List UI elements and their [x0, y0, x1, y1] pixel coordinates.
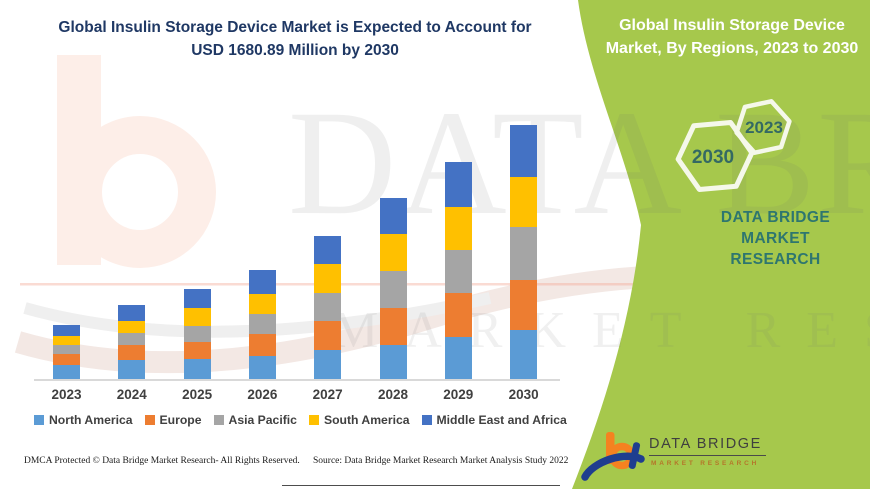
bar-segment-south-america	[118, 321, 146, 334]
bar-segment-asia-pacific	[53, 345, 80, 354]
bar-segment-north-america	[248, 356, 276, 379]
stacked-bar-2029	[444, 162, 472, 379]
x-axis-label: 2029	[443, 387, 474, 402]
bar-segment-south-america	[248, 294, 276, 314]
stacked-bar-2028	[379, 198, 407, 379]
x-axis-label: 2026	[247, 387, 278, 402]
legend-swatch	[213, 415, 224, 425]
bar-segment-europe	[510, 279, 538, 330]
right-panel-title: Global Insulin Storage Device Market, By…	[600, 14, 864, 60]
bar-segment-middle-east-and-africa	[53, 325, 80, 336]
x-axis-label: 2025	[182, 387, 213, 402]
bar-segment-south-america	[444, 207, 472, 250]
right-panel-title-line2: Market, By Regions, 2023 to 2030	[605, 40, 859, 58]
bar-segment-asia-pacific	[379, 271, 407, 308]
legend-item: Middle East and Africa	[421, 413, 567, 427]
legend-label: North America	[49, 413, 133, 427]
legend-label: Middle East and Africa	[436, 413, 567, 427]
bar-segment-middle-east-and-africa	[314, 236, 342, 265]
stacked-bar-2026	[248, 270, 276, 379]
footer-dmca-text: DMCA Protected © Data Bridge Market Rese…	[24, 456, 300, 466]
x-axis-label: 2027	[312, 387, 343, 402]
legend-label: Europe	[159, 413, 202, 427]
stacked-bar-2023	[53, 325, 80, 379]
bar-segment-asia-pacific	[248, 314, 276, 334]
brand-name-line2: RESEARCH	[730, 250, 821, 268]
bar-segment-north-america	[444, 337, 472, 379]
legend-swatch	[34, 415, 44, 425]
bar-segment-europe	[444, 293, 472, 337]
stacked-bar-2027	[314, 236, 342, 379]
bar-segment-north-america	[379, 345, 407, 379]
bar-segment-middle-east-and-africa	[379, 198, 407, 234]
bar-segment-north-america	[510, 329, 538, 379]
bar-segment-europe	[183, 342, 211, 359]
x-axis-line	[34, 379, 560, 381]
bar-segment-north-america	[183, 358, 211, 379]
stacked-bar-2025	[183, 289, 211, 379]
bar-segment-north-america	[118, 360, 146, 379]
x-axis-label: 2028	[377, 387, 409, 402]
chart-title: Global Insulin Storage Device Market is …	[30, 16, 560, 63]
bar-segment-europe	[379, 308, 407, 345]
right-panel-title-line1: Global Insulin Storage Device	[619, 17, 845, 34]
bar-segment-europe	[118, 345, 146, 360]
bar-segment-europe	[53, 354, 80, 365]
bar-segment-south-america	[379, 234, 407, 271]
footer-source-text: Source: Data Bridge Market Research Mark…	[313, 456, 569, 466]
bar-segment-europe	[314, 321, 342, 350]
chart-title-line1: Global Insulin Storage Device Market is …	[58, 19, 532, 36]
bottom-rule	[282, 485, 560, 486]
bar-segment-europe	[248, 334, 276, 356]
bar-segment-south-america	[183, 308, 211, 326]
legend-item: Europe	[144, 413, 202, 427]
legend-swatch	[144, 415, 155, 425]
bar-segment-asia-pacific	[118, 333, 146, 345]
legend-item: North America	[34, 413, 133, 427]
legend-swatch	[421, 415, 432, 425]
bar-segment-middle-east-and-africa	[444, 162, 472, 207]
stacked-bar-2030	[510, 125, 538, 379]
chart-legend: North America Europe Asia Pacific South Ame…	[34, 413, 574, 427]
bar-segment-north-america	[53, 365, 80, 379]
bar-segment-asia-pacific	[444, 250, 472, 293]
legend-item: South America	[308, 413, 410, 427]
bar-segment-asia-pacific	[183, 326, 211, 342]
x-axis-label: 2023	[51, 387, 82, 402]
bar-segment-south-america	[510, 177, 538, 227]
bar-segment-asia-pacific	[510, 227, 538, 280]
x-axis-label: 2030	[508, 387, 539, 402]
legend-label: South America	[323, 413, 410, 427]
chart-title-line2: USD 1680.89 Million by 2030	[191, 42, 399, 60]
brand-name-line1: DATA BRIDGE MARKET	[720, 209, 831, 247]
bar-segment-middle-east-and-africa	[183, 289, 211, 309]
legend-item: Asia Pacific	[213, 413, 297, 427]
logo-tagline: MARKET RESEARCH	[651, 460, 760, 467]
bar-segment-north-america	[314, 350, 342, 379]
bar-segment-middle-east-and-africa	[510, 125, 538, 177]
bar-segment-middle-east-and-africa	[248, 270, 276, 294]
bar-segment-asia-pacific	[314, 293, 342, 322]
legend-label: Asia Pacific	[228, 413, 297, 427]
logo-wordmark: DATA BRIDGE	[649, 436, 766, 456]
x-axis-label: 2024	[116, 387, 147, 402]
bar-segment-middle-east-and-africa	[118, 305, 146, 322]
bar-segment-south-america	[314, 264, 342, 294]
stacked-bar-2024	[118, 305, 146, 379]
legend-swatch	[308, 415, 319, 425]
brand-name-text: DATA BRIDGE MARKET RESEARCH	[688, 208, 863, 271]
bar-segment-south-america	[53, 336, 80, 345]
